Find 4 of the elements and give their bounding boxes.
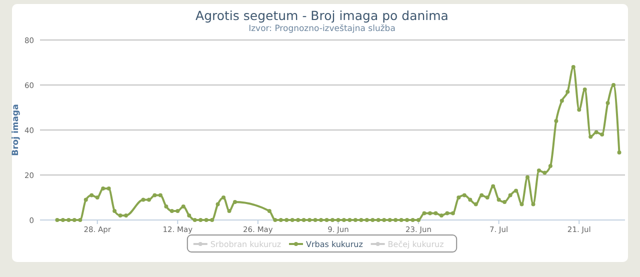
chart-subtitle: Izvor: Prognozno-izveštajna služba [248, 24, 396, 34]
legend-label: Vrbas kukuruz [306, 240, 363, 249]
y-axis-title: Broj imaga [11, 104, 21, 156]
chart-title: Agrotis segetum - Broj imaga po danima [196, 8, 448, 23]
